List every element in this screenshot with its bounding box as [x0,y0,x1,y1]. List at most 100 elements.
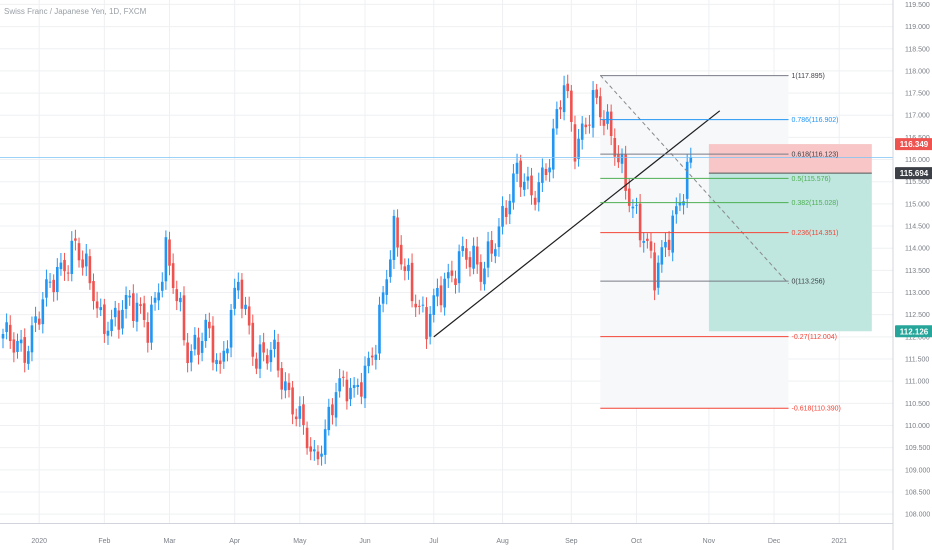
candle-down [182,295,186,341]
candle-down [92,281,95,302]
time-tick-label: Nov [703,538,716,545]
candle-up [580,123,584,140]
candle-up [486,241,490,268]
candle-down [559,107,562,110]
price-tick-label: 110.500 [905,401,930,408]
price-tick-label: 119.500 [905,2,930,9]
candle-up [443,278,446,308]
price-tick-label: 119.000 [905,24,930,31]
fibonacci-level-label: -0.618(110.390) [792,406,841,413]
candle-down [280,368,284,390]
candle-up [269,349,273,363]
candle-up [45,279,48,298]
candle-down [667,239,671,250]
candle-down [573,124,577,162]
candle-up [121,309,124,329]
candle-up [153,297,157,303]
time-tick-label: Oct [631,538,642,545]
candle-up [591,90,595,128]
candle-up [664,241,667,248]
trend-line [433,110,721,338]
candle-down [450,270,454,276]
candle-down [566,83,570,92]
candle-up [407,264,410,272]
candle-down [396,217,399,248]
candle-down [399,244,403,265]
candle-down [475,246,479,265]
candle-up [656,262,660,288]
price-tick-label: 115.000 [905,201,930,208]
candle-down [410,262,414,302]
chart-title: Swiss Franc / Japanese Yen, 1D, FXCM [4,7,147,16]
candle-up [381,292,385,304]
candle-down [175,289,179,302]
candle-up [577,138,580,160]
price-tick-label: 118.000 [905,68,930,75]
fibonacci-level-label: 1(117.895) [792,73,825,80]
candle-up [363,365,367,399]
time-tick-label: 2020 [31,538,47,545]
candle-down [649,241,653,251]
candle-down [302,404,305,426]
candle-up [323,429,327,455]
candle-up [258,344,262,369]
candle-up [508,200,512,215]
candle-up [522,181,526,190]
candle-down [331,404,334,416]
candle-up [671,215,674,253]
stop-loss-zone [708,144,872,174]
price-label: 116.349 [900,140,929,149]
candle-down [316,451,320,460]
candle-up [110,319,113,332]
candle-up [164,237,168,282]
candle-up [642,240,646,243]
candle-up [244,304,247,310]
candle-down [646,238,649,241]
price-tick-label: 108.500 [905,489,930,496]
time-tick-label: 2021 [831,538,847,545]
candle-up [436,287,439,297]
candle-up [19,339,23,344]
candle-up [428,313,432,337]
candle-down [103,304,106,334]
fibonacci-level-label: 0.382(115.028) [792,200,839,207]
time-tick-label: Feb [98,538,110,545]
candle-down [117,310,121,330]
fibonacci-labels: 1(117.895) 0.786(116.902) 0.618(116.123) 0.… [792,73,841,413]
fibonacci-level-label: 0.786(116.902) [792,117,839,124]
trend-lines [0,75,893,409]
candle-up [193,334,197,350]
candle-up [541,167,544,183]
time-tick-label: Apr [229,538,241,545]
candle-up [446,272,450,279]
candle-down [74,238,77,241]
candle-down [265,355,269,364]
candle-up [349,387,352,400]
candle-up [157,292,160,301]
candle-up [457,251,461,284]
time-tick-label: Sep [565,538,578,545]
candle-down [305,427,309,449]
fibonacci-level-label: 0.5(115.576) [792,176,831,183]
candle-up [631,206,635,209]
price-tick-label: 117.000 [905,113,930,120]
price-tick-label: 114.500 [905,224,930,231]
candle-up [233,287,236,309]
candle-down [609,111,613,136]
candle-down [617,154,620,163]
candle-down [88,256,92,284]
candle-up [389,259,392,277]
price-tick-label: 109.500 [905,445,930,452]
candle-up [548,167,551,173]
candle-down [247,306,251,326]
candle-up [334,392,338,418]
time-axis[interactable]: 2020 Feb Mar Apr May Jun Jul Aug Sep Oct Nov Dec 202… [0,523,893,546]
candle-up [237,281,240,291]
price-tick-label: 113.500 [905,268,930,275]
candle-down [613,137,617,157]
price-axis[interactable]: 108.000 108.500 109.000 109.500 110.000 110.5… [892,0,930,550]
candle-up [494,249,497,257]
candle-down [211,325,215,363]
candle-down [63,259,66,272]
